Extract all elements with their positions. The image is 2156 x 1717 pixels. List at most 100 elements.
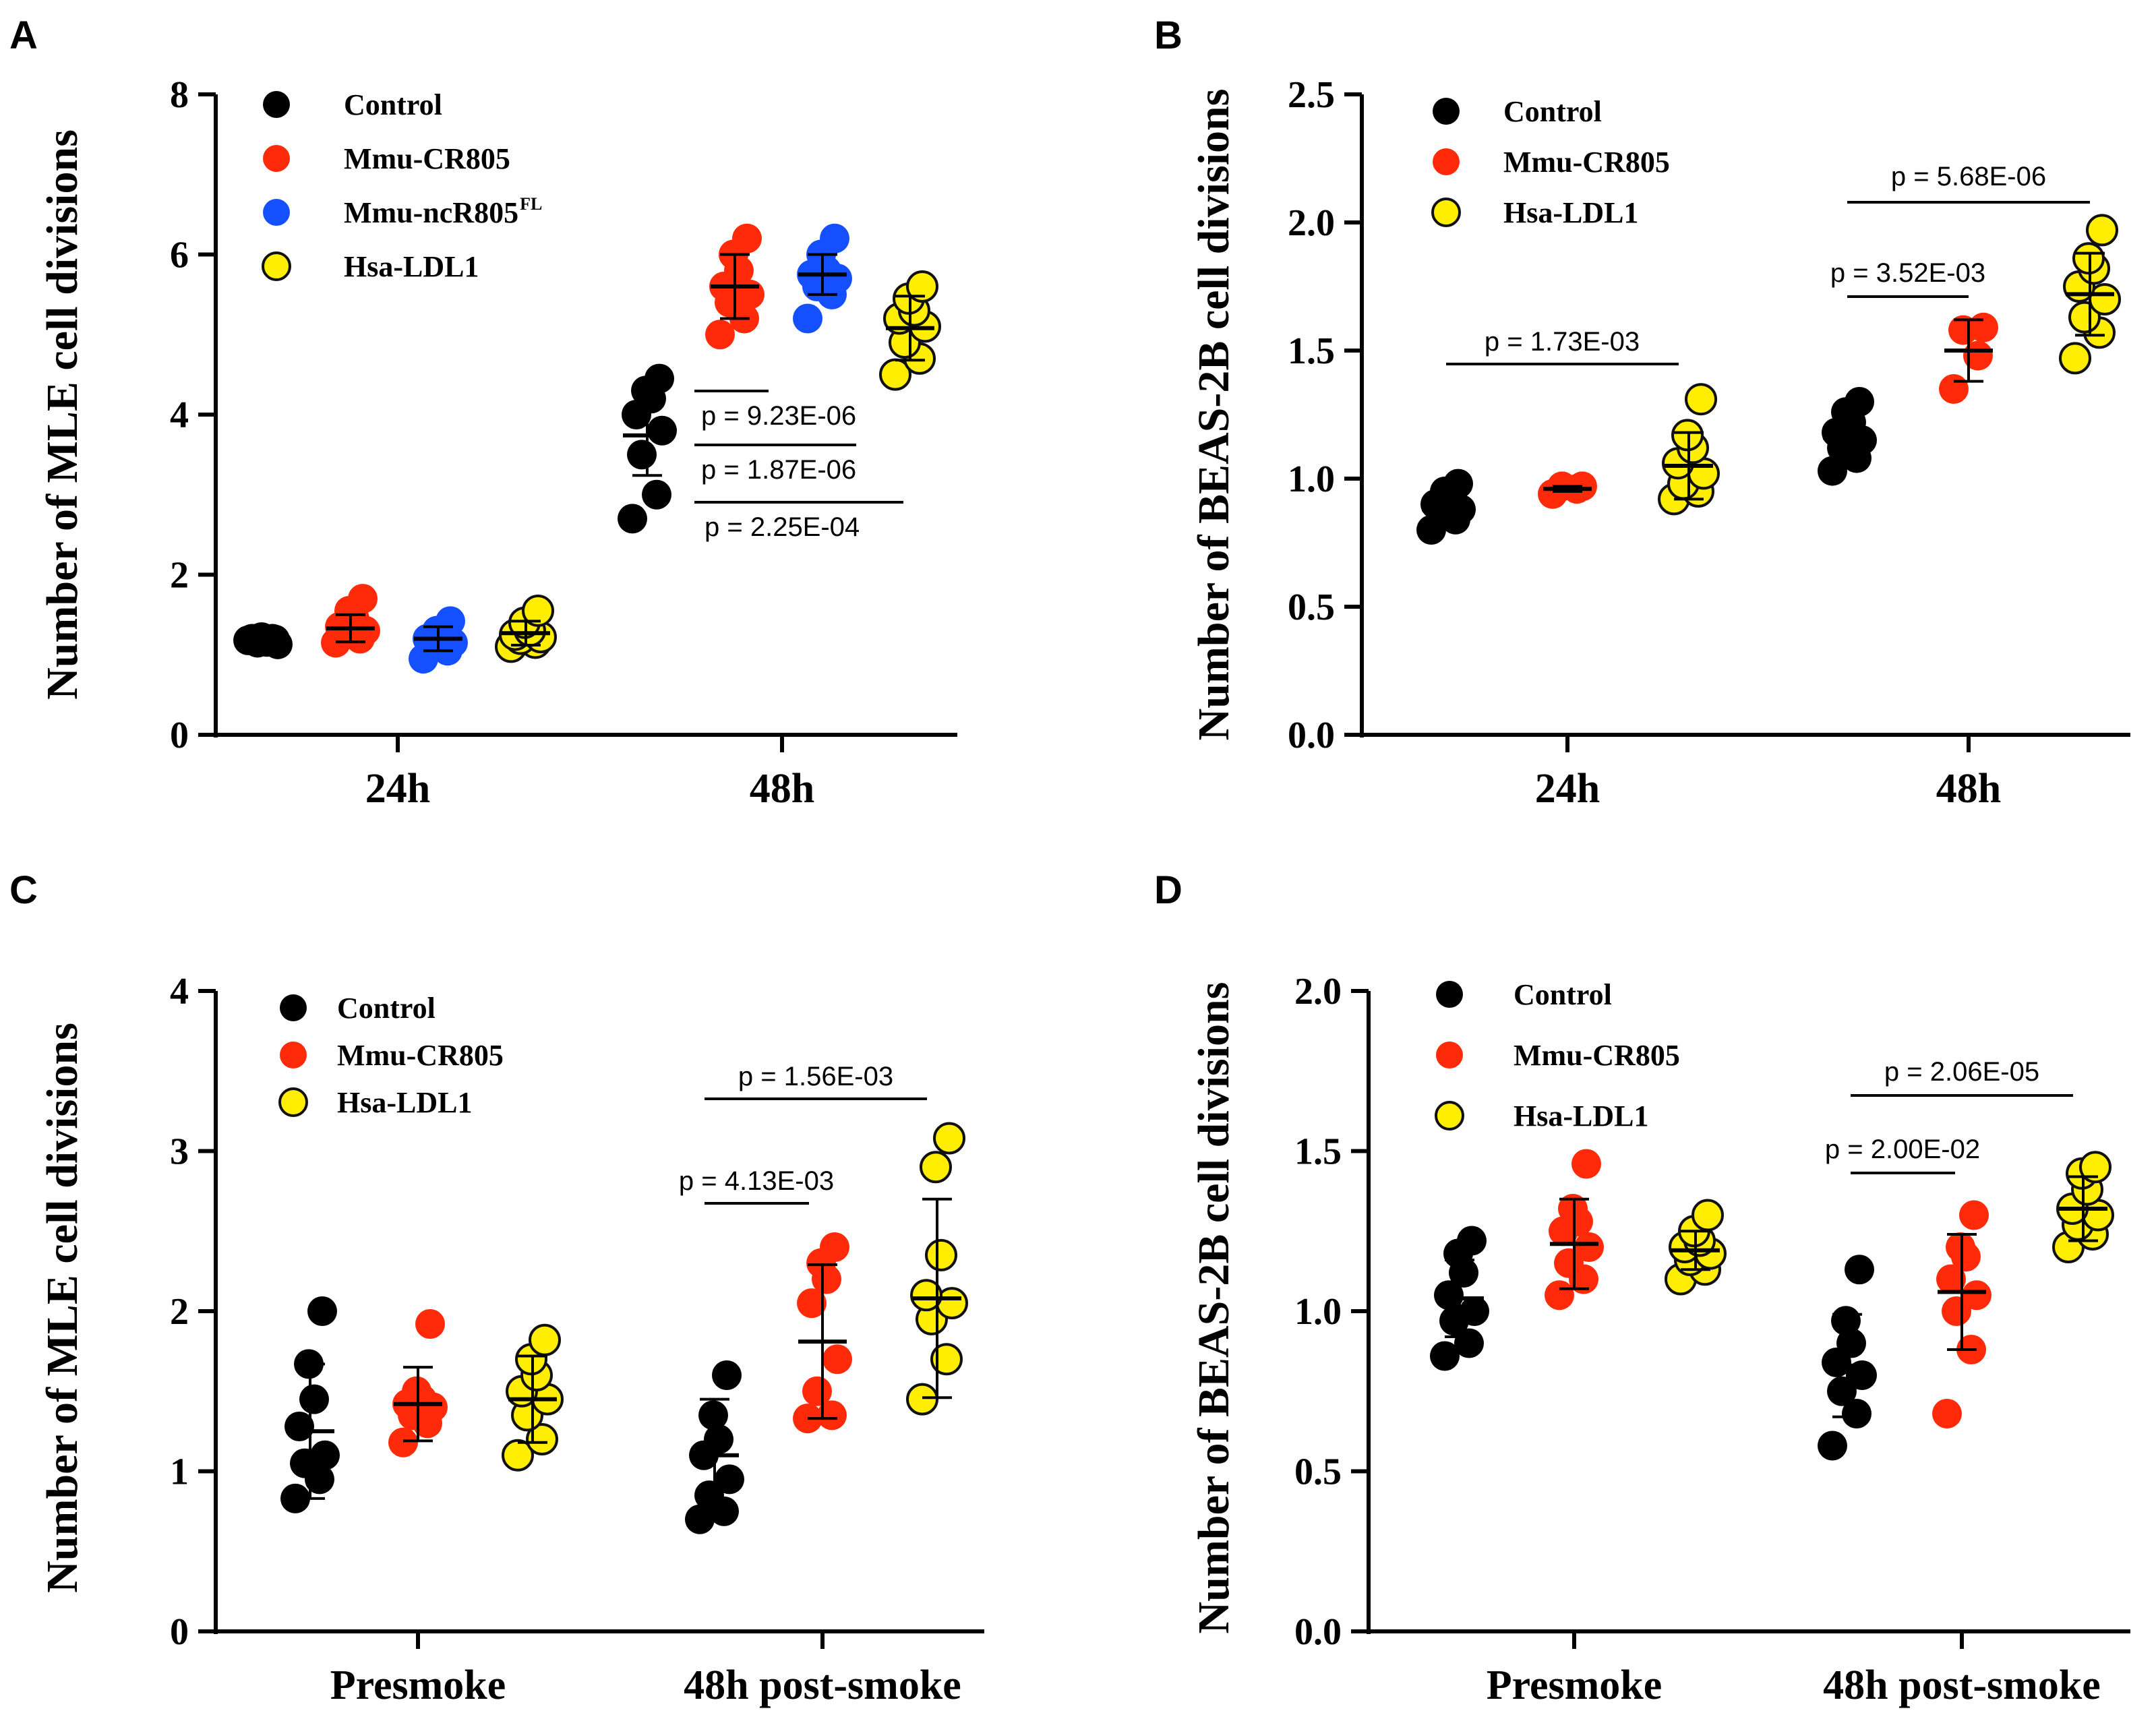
data-point: [1845, 1255, 1874, 1285]
y-tick-label: 0.0: [1294, 1611, 1342, 1653]
y-tick-label: 2.0: [1288, 202, 1335, 244]
legend-label: Mmu-CR805: [344, 142, 510, 175]
data-point: [704, 1424, 733, 1454]
data-point: [820, 1232, 849, 1262]
data-point: [642, 479, 671, 510]
data-point: [645, 363, 674, 394]
data-point: [1434, 1280, 1464, 1311]
panel-D: D Number of BEAS-2B cell divisions 0.0 0.5 1…: [1154, 868, 2130, 1708]
x-tick-label: 24h: [365, 766, 430, 812]
data-point: [1430, 1341, 1460, 1371]
y-tick-label: 2: [170, 1291, 189, 1333]
data-point: [2079, 1151, 2112, 1184]
data-point: [694, 1480, 724, 1511]
y-tick-label: 4: [170, 971, 189, 1013]
data-point: [310, 1440, 340, 1470]
data-point: [933, 1122, 965, 1155]
data-point: [1818, 456, 1847, 486]
data-point: [529, 1323, 561, 1356]
data-point: [1845, 387, 1874, 417]
legend-marker: [1433, 98, 1460, 125]
y-tick-label: 0.5: [1288, 586, 1335, 628]
y-tick-label: 1.0: [1294, 1291, 1342, 1333]
y-tick-label: 3: [170, 1131, 189, 1173]
y-tick-label: 0: [170, 1611, 189, 1653]
panel-C: C Number of MLE cell divisions 0 1 2 3 4 Presmo…: [9, 868, 984, 1708]
data-point: [1836, 1328, 1866, 1358]
data-point: [820, 223, 849, 253]
legend-marker: [280, 994, 307, 1021]
legend-label: Hsa-LDL1: [337, 1086, 472, 1119]
legend-label: Mmu-CR805: [1514, 1039, 1680, 1072]
y-tick-label: 1.5: [1294, 1131, 1342, 1173]
data-point: [1959, 1200, 1989, 1230]
data-point: [930, 1343, 963, 1376]
legend-label: Hsa-LDL1: [1514, 1100, 1648, 1133]
data-point: [618, 504, 647, 534]
y-tick-label: 0.0: [1288, 715, 1335, 756]
data-point: [925, 1238, 957, 1271]
data-point: [348, 584, 378, 614]
y-tick-label: 1.5: [1288, 330, 1335, 372]
data-point: [522, 594, 554, 627]
data-point: [1969, 312, 1998, 342]
x-tick-label: 48h post-smoke: [1823, 1662, 2101, 1708]
legend-label: Hsa-LDL1: [344, 250, 479, 283]
y-tick-label: 0: [170, 715, 189, 756]
data-point: [2059, 342, 2091, 375]
data-point: [1545, 1280, 1574, 1311]
data-point: [2086, 214, 2118, 247]
data-point: [1942, 1296, 1971, 1326]
legend-marker: [278, 1087, 308, 1117]
panel-letter: C: [9, 868, 38, 912]
y-axis-label: Number of MLE cell divisions: [38, 129, 87, 700]
y-axis-label: Number of BEAS-2B cell divisions: [1189, 89, 1238, 741]
legend-marker: [263, 91, 290, 118]
p-value-label: p = 3.52E-03: [1830, 258, 1985, 288]
data-point: [1457, 1226, 1487, 1256]
data-point: [1685, 383, 1717, 416]
data-point: [1847, 1360, 1877, 1390]
data-point: [2068, 301, 2101, 334]
legend-label: Control: [1514, 978, 1612, 1011]
x-tick-label: Presmoke: [1487, 1662, 1663, 1708]
p-value-label: p = 2.06E-05: [1884, 1057, 2039, 1087]
y-tick-label: 1.0: [1288, 458, 1335, 500]
data-point: [285, 1412, 314, 1441]
data-point: [1939, 374, 1969, 404]
legend-label: Hsa-LDL1: [1503, 196, 1638, 229]
data-point: [822, 1344, 852, 1375]
data-point: [906, 1383, 938, 1416]
p-value-label: p = 5.68E-06: [1891, 162, 2046, 191]
data-point: [1571, 1149, 1601, 1179]
y-tick-label: 8: [170, 74, 189, 116]
legend-label: Control: [344, 88, 442, 121]
y-tick-label: 1: [170, 1451, 189, 1493]
x-tick-label: 48h: [750, 766, 814, 812]
data-point: [388, 1427, 418, 1457]
data-point: [920, 1151, 952, 1184]
data-point: [627, 440, 657, 470]
y-tick-label: 2.0: [1294, 971, 1342, 1013]
y-tick-label: 2: [170, 555, 189, 597]
x-tick-label: Presmoke: [330, 1662, 506, 1708]
data-point: [1818, 1430, 1847, 1461]
p-value-label: p = 2.25E-04: [705, 512, 860, 542]
data-point: [715, 1464, 744, 1495]
data-point: [307, 1296, 337, 1326]
p-value-label: p = 1.56E-03: [738, 1062, 893, 1091]
data-point: [802, 1376, 832, 1406]
data-point: [1932, 1399, 1962, 1428]
data-point: [502, 1439, 534, 1472]
data-point: [436, 606, 465, 636]
data-point: [817, 1400, 847, 1430]
legend-marker: [262, 251, 291, 281]
y-tick-label: 6: [170, 235, 189, 276]
y-tick-label: 4: [170, 394, 189, 436]
x-tick-label: 24h: [1535, 766, 1600, 812]
x-tick-label: 48h post-smoke: [684, 1662, 961, 1708]
data-point: [705, 320, 735, 350]
legend-label: Mmu-CR805: [1503, 146, 1670, 179]
panel-letter: A: [9, 13, 38, 57]
data-point: [1963, 340, 1993, 371]
